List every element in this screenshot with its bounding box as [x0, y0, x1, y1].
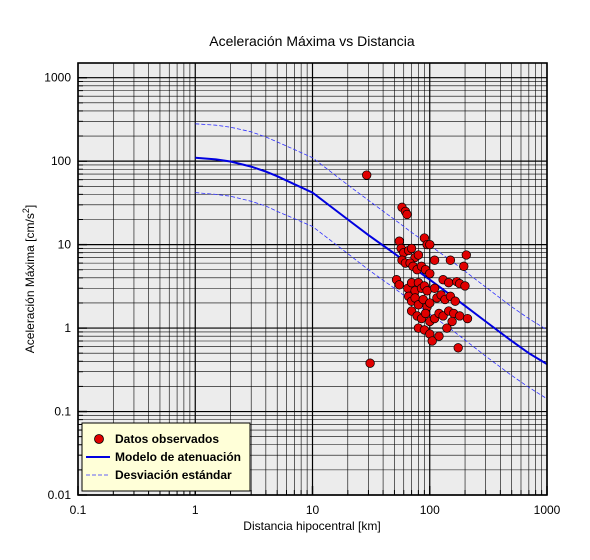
x-tick-label: 0.1 [70, 503, 87, 517]
data-point [394, 280, 404, 290]
data-point [459, 261, 469, 271]
data-point [402, 209, 412, 220]
x-tick-label: 1000 [534, 503, 561, 517]
x-tick-label: 10 [306, 503, 320, 517]
y-axis-label-end: ] [23, 205, 37, 208]
data-point [453, 343, 463, 353]
data-point [447, 316, 457, 327]
data-point [427, 336, 437, 346]
data-point [425, 298, 435, 308]
y-axis-ticks: 0.01 0.1 1 10 100 1000 [44, 71, 87, 502]
x-axis-ticks: 0.1 1 10 100 1000 [70, 486, 561, 517]
data-point [455, 311, 465, 321]
std-deviation-line-3 [195, 192, 548, 400]
y-tick-label: 0.01 [48, 488, 72, 502]
y-tick-label: 1 [64, 321, 71, 335]
chart-title: Aceleración Máxima vs Distancia [209, 33, 415, 49]
attenuation-model-line-1 [195, 156, 548, 365]
legend-label-modelo-de-atenuacion: Modelo de atenuación [115, 450, 241, 464]
legend-marker-datos-observados [94, 434, 104, 444]
y-axis-label: Aceleración Máxima [cm/s2] [21, 205, 37, 353]
data-point [406, 243, 417, 254]
data-point [365, 358, 375, 368]
data-point [444, 278, 454, 288]
data-point [462, 313, 473, 324]
data-point [442, 323, 452, 333]
y-axis-label-superscript: 2 [21, 208, 31, 213]
x-axis-label: Distancia hipocentral [km] [243, 519, 380, 533]
data-point [425, 268, 435, 279]
data-point [413, 250, 424, 260]
y-tick-label: 10 [58, 238, 72, 252]
y-tick-label: 1000 [44, 71, 71, 85]
legend-label-datos-observados: Datos observados [115, 432, 219, 446]
data-point [450, 296, 460, 306]
data-point [425, 239, 435, 250]
y-tick-label: 0.1 [54, 405, 71, 419]
data-point [460, 281, 470, 291]
legend-label-desviacion-estandar: Desviación estándar [115, 468, 232, 482]
data-point [445, 255, 456, 265]
legend: Datos observados Modelo de atenuación De… [81, 422, 251, 492]
data-point [461, 250, 471, 260]
data-point [420, 308, 431, 319]
data-point [362, 170, 372, 180]
y-axis-label-main: Aceleración Máxima [cm/s [23, 213, 37, 353]
series-layer [195, 123, 548, 400]
data-point [429, 283, 440, 293]
data-point [434, 331, 444, 341]
y-tick-label: 100 [51, 154, 71, 168]
x-tick-label: 1 [192, 503, 199, 517]
std-deviation-line-2 [195, 123, 548, 331]
x-tick-label: 100 [420, 503, 440, 517]
data-point [429, 255, 440, 265]
